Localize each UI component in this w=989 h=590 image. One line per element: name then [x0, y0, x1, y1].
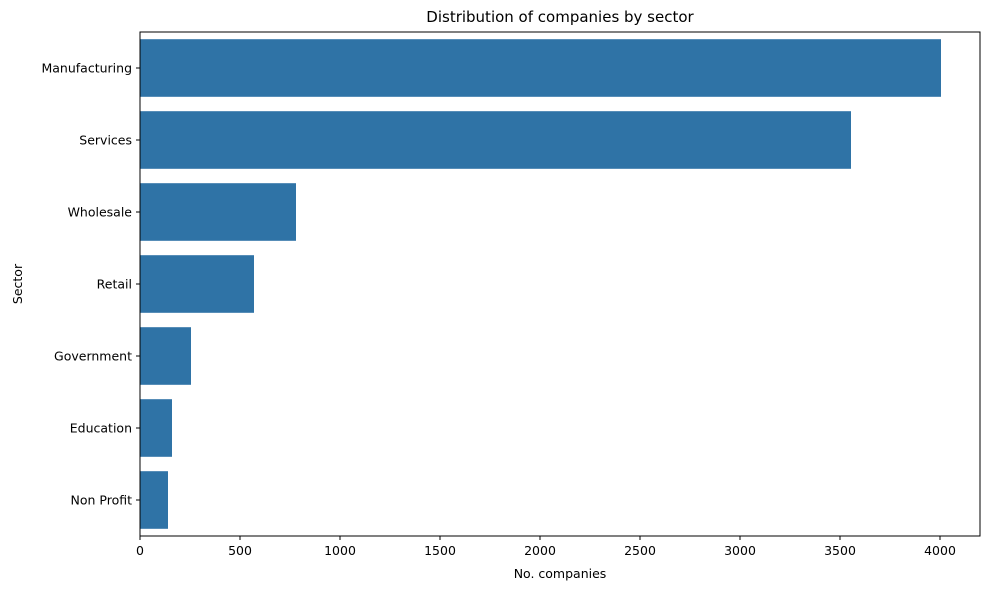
x-tick-label: 0 [136, 543, 144, 558]
y-tick-label: Non Profit [71, 493, 133, 508]
bar-retail [140, 255, 254, 313]
bar-services [140, 111, 851, 169]
plot-frame [139, 31, 981, 537]
y-tick-label: Wholesale [68, 205, 133, 220]
x-axis-label: No. companies [514, 566, 607, 581]
bar-education [140, 399, 172, 457]
bar-manufacturing [140, 39, 941, 97]
y-axis: Manufacturing Services Wholesale Retail Gove… [41, 61, 140, 508]
x-tick-label: 1000 [324, 543, 356, 558]
y-tick-label: Manufacturing [41, 61, 132, 76]
chart-title: Distribution of companies by sector [426, 8, 694, 26]
bars-group [140, 39, 941, 529]
x-tick-label: 4000 [924, 543, 956, 558]
bar-government [140, 327, 191, 385]
y-tick-label: Government [54, 349, 132, 364]
x-tick-label: 2500 [624, 543, 656, 558]
y-axis-label: Sector [10, 263, 25, 304]
x-tick-label: 500 [228, 543, 252, 558]
x-tick-label: 2000 [524, 543, 556, 558]
bar-non-profit [140, 471, 168, 529]
x-tick-label: 1500 [424, 543, 456, 558]
bar-wholesale [140, 183, 296, 241]
x-axis: 0 500 1000 1500 2000 2500 3000 3500 4000 [136, 536, 956, 558]
y-tick-label: Retail [97, 277, 132, 292]
x-tick-label: 3500 [824, 543, 856, 558]
y-tick-label: Education [70, 421, 132, 436]
x-tick-label: 3000 [724, 543, 756, 558]
y-tick-label: Services [79, 133, 132, 148]
